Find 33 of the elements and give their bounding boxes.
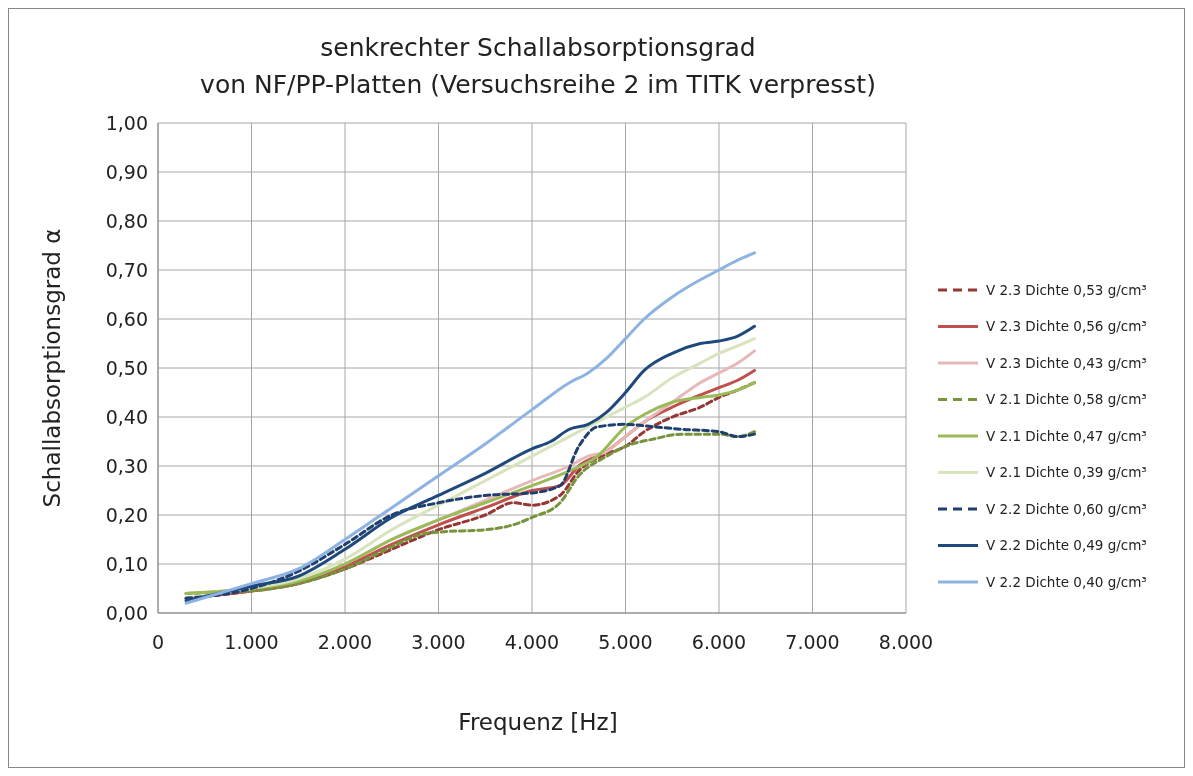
y-tick-label: 0,00 <box>105 601 148 624</box>
y-tick-label: 0,10 <box>105 552 148 575</box>
x-tick-label: 1.000 <box>224 631 279 653</box>
x-tick-label: 0 <box>151 631 165 653</box>
y-tick-label: 0,40 <box>105 405 148 428</box>
y-tick-label: 0,30 <box>105 454 148 477</box>
legend-label: V 2.2 Dichte 0,40 g/cm³ <box>986 573 1147 590</box>
x-tick-label: 7.000 <box>785 631 840 653</box>
y-tick-label: 0,70 <box>105 258 148 281</box>
y-tick-label: 0,90 <box>105 160 148 183</box>
y-tick-label: 0,60 <box>105 307 148 330</box>
y-tick-label: 1,00 <box>105 111 148 134</box>
legend-label: V 2.3 Dichte 0,53 g/cm³ <box>986 281 1147 298</box>
x-tick-label: 4.000 <box>504 631 560 653</box>
x-tick-label: 5.000 <box>598 631 653 653</box>
x-tick-label: 2.000 <box>317 631 373 653</box>
line-series <box>184 251 757 605</box>
legend-label: V 2.1 Dichte 0,39 g/cm³ <box>986 464 1147 481</box>
y-axis-title: Schallabsorptionsgrad α <box>39 228 65 508</box>
x-tick-label: 6.000 <box>691 631 747 653</box>
x-tick-label: 8.000 <box>878 631 934 653</box>
y-tick-label: 0,80 <box>105 209 148 232</box>
y-tick-label: 0,50 <box>105 356 148 379</box>
legend-label: V 2.2 Dichte 0,60 g/cm³ <box>986 500 1147 517</box>
x-tick-label: 3.000 <box>411 631 466 653</box>
x-axis-title: Frequenz [Hz] <box>458 709 618 735</box>
legend-label: V 2.1 Dichte 0,58 g/cm³ <box>986 391 1147 408</box>
legend-label: V 2.1 Dichte 0,47 g/cm³ <box>986 427 1147 444</box>
y-tick-label: 0,20 <box>105 503 148 526</box>
legend-label: V 2.2 Dichte 0,49 g/cm³ <box>986 537 1147 554</box>
legend-label: V 2.3 Dichte 0,56 g/cm³ <box>986 318 1147 335</box>
legend-label: V 2.3 Dichte 0,43 g/cm³ <box>986 354 1147 371</box>
chart-title: senkrechter Schallabsorptionsgrad von NF/PP-Platten (Versuchsreihe 2 im TITK verpresst) <box>200 33 876 99</box>
